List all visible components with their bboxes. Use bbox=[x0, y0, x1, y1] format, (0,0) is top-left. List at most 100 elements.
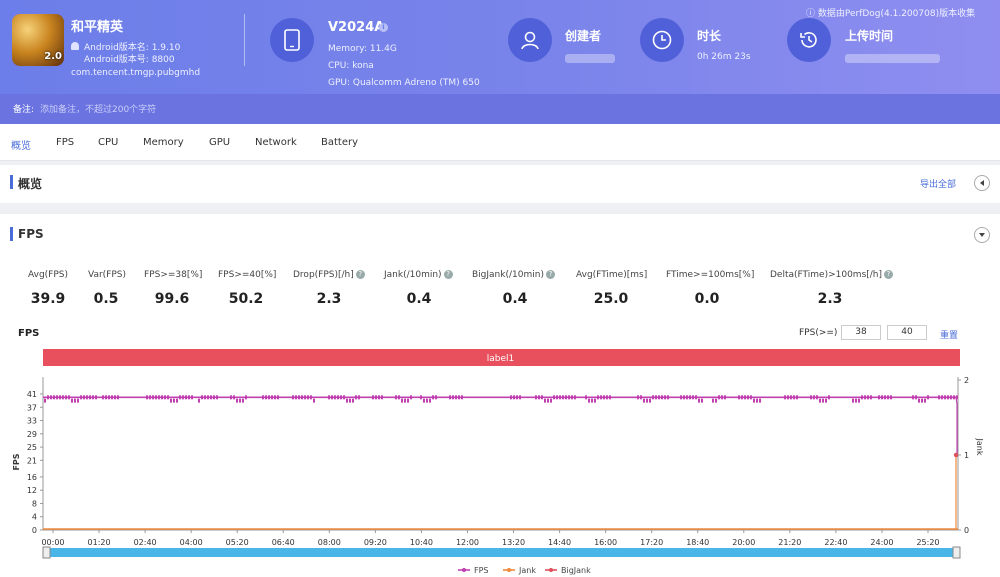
fps-point bbox=[429, 398, 431, 403]
fps-point bbox=[455, 395, 457, 400]
x-tick-label: 02:40 bbox=[134, 538, 157, 547]
zoom-slider-track[interactable] bbox=[43, 548, 960, 557]
zoom-handle-left[interactable] bbox=[42, 546, 51, 559]
fps-point bbox=[887, 395, 889, 400]
reset-button[interactable]: 重置 bbox=[940, 331, 959, 341]
android-icon bbox=[71, 42, 79, 50]
zoom-handle-right[interactable] bbox=[952, 546, 961, 559]
x-tick-label: 08:00 bbox=[318, 538, 341, 547]
legend-marker bbox=[462, 568, 466, 572]
metric-label: FPS>=40[%] bbox=[218, 270, 276, 280]
fps-point bbox=[301, 395, 303, 400]
note-bar bbox=[0, 94, 1000, 124]
fps-point bbox=[816, 395, 818, 400]
fps-point bbox=[568, 395, 570, 400]
fps-point bbox=[692, 395, 694, 400]
x-tick-label: 18:40 bbox=[686, 538, 709, 547]
history-icon bbox=[787, 18, 831, 62]
fps-point bbox=[819, 398, 821, 403]
fps-point bbox=[307, 395, 309, 400]
fps-point bbox=[68, 395, 70, 400]
fps-point bbox=[407, 398, 409, 403]
fps-point bbox=[825, 398, 827, 403]
tab-bar: 概览 FPS CPU Memory GPU Network Battery bbox=[0, 124, 1000, 161]
fps-point bbox=[787, 395, 789, 400]
y-tick-label: 41 bbox=[27, 390, 37, 399]
help-icon[interactable]: ? bbox=[443, 270, 453, 279]
fps-point bbox=[461, 395, 463, 400]
fps-point bbox=[185, 395, 187, 400]
fps-point bbox=[114, 395, 116, 400]
info-icon[interactable]: i bbox=[379, 23, 388, 32]
fps-point bbox=[236, 398, 238, 403]
fps-point bbox=[718, 395, 720, 400]
fps-point bbox=[947, 395, 949, 400]
tab-overview[interactable]: 概览 bbox=[11, 141, 31, 152]
fps-point bbox=[747, 395, 749, 400]
collapse-left-icon[interactable] bbox=[974, 175, 990, 191]
tab-memory[interactable]: Memory bbox=[143, 137, 184, 148]
tab-gpu[interactable]: GPU bbox=[209, 137, 231, 148]
threshold-input-2[interactable]: 40 bbox=[887, 325, 927, 340]
label-band-text: label1 bbox=[487, 354, 515, 364]
metric-label-text: Drop(FPS)[/h] bbox=[293, 270, 354, 280]
fps-point bbox=[420, 395, 422, 400]
label-band bbox=[43, 349, 960, 366]
x-tick-label: 01:20 bbox=[88, 538, 111, 547]
note-input[interactable]: 添加备注，不超过200个字符 bbox=[40, 105, 157, 115]
fps-point bbox=[571, 395, 573, 400]
fps-point bbox=[550, 398, 552, 403]
fps-point bbox=[92, 395, 94, 400]
overview-title: 概览 bbox=[18, 177, 43, 191]
fps-point bbox=[410, 395, 412, 400]
app-icon-badge: 2.0 bbox=[44, 51, 62, 62]
fps-point bbox=[404, 398, 406, 403]
help-icon[interactable]: ? bbox=[884, 270, 894, 279]
fps-point bbox=[921, 398, 923, 403]
x-tick-label: 21:20 bbox=[778, 538, 801, 547]
export-all-button[interactable]: 导出全部 bbox=[920, 180, 957, 190]
y-tick-label: 16 bbox=[27, 473, 37, 482]
overview-section: 概览 导出全部 bbox=[0, 165, 1000, 203]
y-tick-label: 33 bbox=[27, 417, 37, 426]
overview-marker bbox=[10, 175, 13, 189]
fps-point bbox=[756, 398, 758, 403]
fps-point bbox=[594, 398, 596, 403]
fps-point bbox=[519, 395, 521, 400]
tab-cpu[interactable]: CPU bbox=[98, 137, 119, 148]
tab-fps[interactable]: FPS bbox=[56, 137, 75, 148]
metric-label: Avg(FTime)[ms] bbox=[576, 270, 647, 280]
fps-point bbox=[565, 395, 567, 400]
metric-value: 39.9 bbox=[30, 291, 66, 307]
fps-point bbox=[600, 395, 602, 400]
y2-tick-label: 0 bbox=[964, 526, 969, 535]
tab-battery[interactable]: Battery bbox=[321, 137, 359, 148]
fps-point bbox=[591, 398, 593, 403]
fps-point bbox=[117, 395, 119, 400]
tab-network[interactable]: Network bbox=[255, 137, 297, 148]
fps-point bbox=[556, 395, 558, 400]
fps-point bbox=[813, 395, 815, 400]
y-tick-label: 29 bbox=[27, 430, 37, 439]
collapse-down-icon[interactable] bbox=[974, 227, 990, 243]
threshold-input-1[interactable]: 38 bbox=[841, 325, 881, 340]
fps-point bbox=[640, 395, 642, 400]
y-tick-label: 21 bbox=[27, 456, 37, 465]
fps-point bbox=[784, 395, 786, 400]
fps-point bbox=[435, 395, 437, 400]
fps-point bbox=[95, 395, 97, 400]
y-tick-label: 4 bbox=[32, 513, 37, 522]
fps-point bbox=[201, 395, 203, 400]
help-icon[interactable]: ? bbox=[545, 270, 555, 279]
help-icon[interactable]: ? bbox=[355, 270, 365, 279]
fps-point bbox=[167, 395, 169, 400]
x-tick-label: 14:40 bbox=[548, 538, 571, 547]
fps-point bbox=[105, 395, 107, 400]
fps-point bbox=[881, 395, 883, 400]
fps-point bbox=[50, 395, 52, 400]
fps-point bbox=[207, 395, 209, 400]
app-version-name: Android版本名: 1.9.10 bbox=[84, 43, 181, 53]
fps-point bbox=[56, 395, 58, 400]
fps-point bbox=[538, 395, 540, 400]
fps-point bbox=[790, 395, 792, 400]
